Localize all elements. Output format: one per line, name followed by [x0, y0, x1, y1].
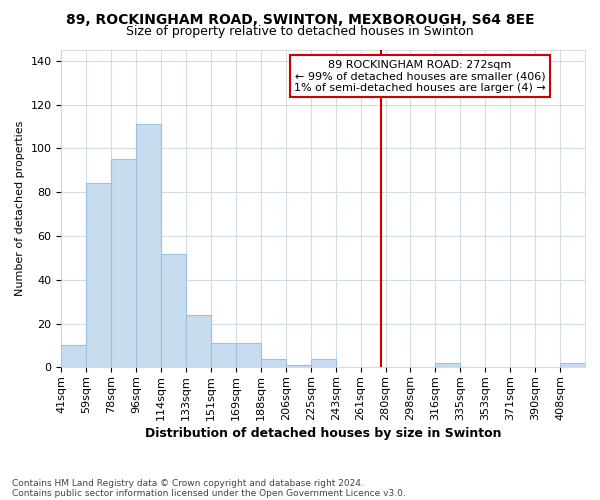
Bar: [560, 363, 585, 368]
Bar: [136, 124, 161, 368]
Bar: [211, 343, 236, 367]
Text: Contains HM Land Registry data © Crown copyright and database right 2024.: Contains HM Land Registry data © Crown c…: [12, 478, 364, 488]
Text: 89 ROCKINGHAM ROAD: 272sqm
← 99% of detached houses are smaller (406)
1% of semi: 89 ROCKINGHAM ROAD: 272sqm ← 99% of deta…: [294, 60, 546, 92]
Bar: [111, 160, 136, 368]
Bar: [436, 363, 460, 368]
Text: Contains public sector information licensed under the Open Government Licence v3: Contains public sector information licen…: [12, 488, 406, 498]
Bar: [236, 343, 261, 367]
Bar: [286, 365, 311, 368]
Bar: [161, 254, 186, 368]
Text: Size of property relative to detached houses in Swinton: Size of property relative to detached ho…: [126, 25, 474, 38]
Y-axis label: Number of detached properties: Number of detached properties: [15, 121, 25, 296]
Text: 89, ROCKINGHAM ROAD, SWINTON, MEXBOROUGH, S64 8EE: 89, ROCKINGHAM ROAD, SWINTON, MEXBOROUGH…: [65, 12, 535, 26]
Bar: [261, 358, 286, 368]
X-axis label: Distribution of detached houses by size in Swinton: Distribution of detached houses by size …: [145, 427, 502, 440]
Bar: [186, 315, 211, 368]
Bar: [61, 346, 86, 368]
Bar: [311, 358, 335, 368]
Bar: [86, 184, 111, 368]
